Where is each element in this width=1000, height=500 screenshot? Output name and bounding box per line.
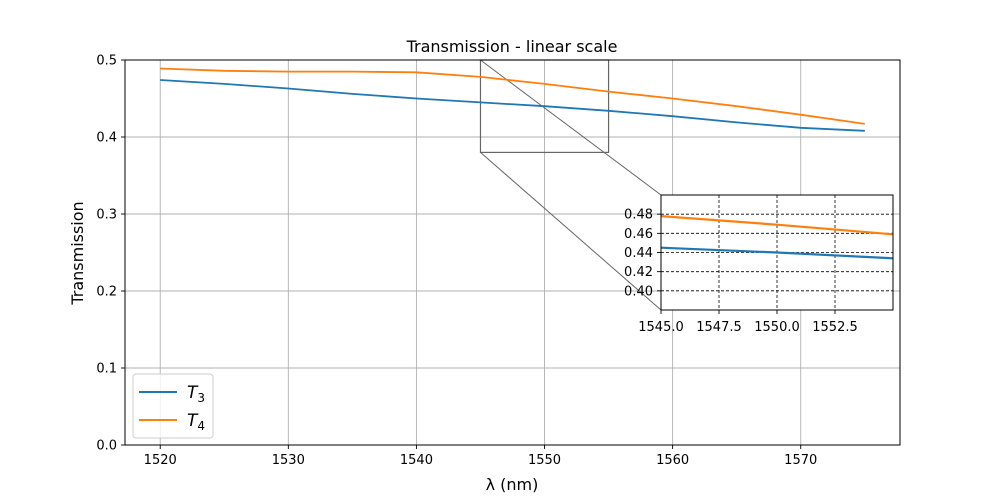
inset-x-tick-label: 1550.0 (754, 320, 800, 335)
inset-axes: 1545.0 1547.5 1550.0 1552.5 0.40 0.42 0.44 0.46… (624, 194, 894, 335)
legend-box (132, 373, 214, 439)
y-tick-label: 0.0 (96, 439, 117, 454)
inset-y-tick-label: 0.40 (624, 284, 653, 299)
x-tick-label: 1520 (144, 453, 177, 468)
inset-x-tick-label: 1547.5 (696, 320, 742, 335)
inset-frame (660, 194, 894, 311)
y-axis-label: Transmission (68, 201, 87, 305)
series-line-t3 (160, 79, 865, 132)
legend-label-t4: T4 (187, 411, 205, 433)
main-ticks: 1520 1530 1540 1550 1560 15700.00.10.20.30.40… (96, 54, 817, 469)
x-tick-label: 1550 (528, 453, 561, 468)
zoom-connector-line (480, 59, 662, 196)
x-tick-label: 1540 (400, 453, 433, 468)
x-tick-label: 1530 (272, 453, 305, 468)
y-tick-label: 0.5 (96, 54, 117, 69)
inset-x-tick-label: 1552.5 (812, 320, 858, 335)
y-tick-label: 0.2 (96, 285, 117, 300)
y-tick-label: 0.4 (96, 131, 117, 146)
inset-series-line-t3 (661, 246, 893, 260)
x-axis-label: λ (nm) (486, 475, 539, 494)
y-tick-label: 0.3 (96, 208, 117, 223)
series-line-t4 (160, 67, 865, 125)
inset-y-tick-label: 0.48 (624, 208, 653, 223)
inset-y-tick-label: 0.44 (624, 246, 653, 261)
x-tick-label: 1560 (656, 453, 689, 468)
main-series (160, 67, 865, 132)
inset-series (661, 214, 893, 260)
main-axes (124, 59, 901, 446)
inset-y-tick-label: 0.42 (624, 265, 653, 280)
y-tick-label: 0.1 (96, 362, 117, 377)
plot-frame (124, 59, 901, 446)
chart-title: Transmission - linear scale (406, 37, 618, 56)
x-tick-label: 1570 (784, 453, 817, 468)
inset-x-tick-label: 1545.0 (638, 320, 684, 335)
inset-y-tick-label: 0.46 (624, 227, 653, 242)
inset-series-line-t4 (661, 214, 893, 236)
zoom-connector-line (480, 152, 662, 311)
legend-label-t3: T3 (187, 383, 205, 405)
